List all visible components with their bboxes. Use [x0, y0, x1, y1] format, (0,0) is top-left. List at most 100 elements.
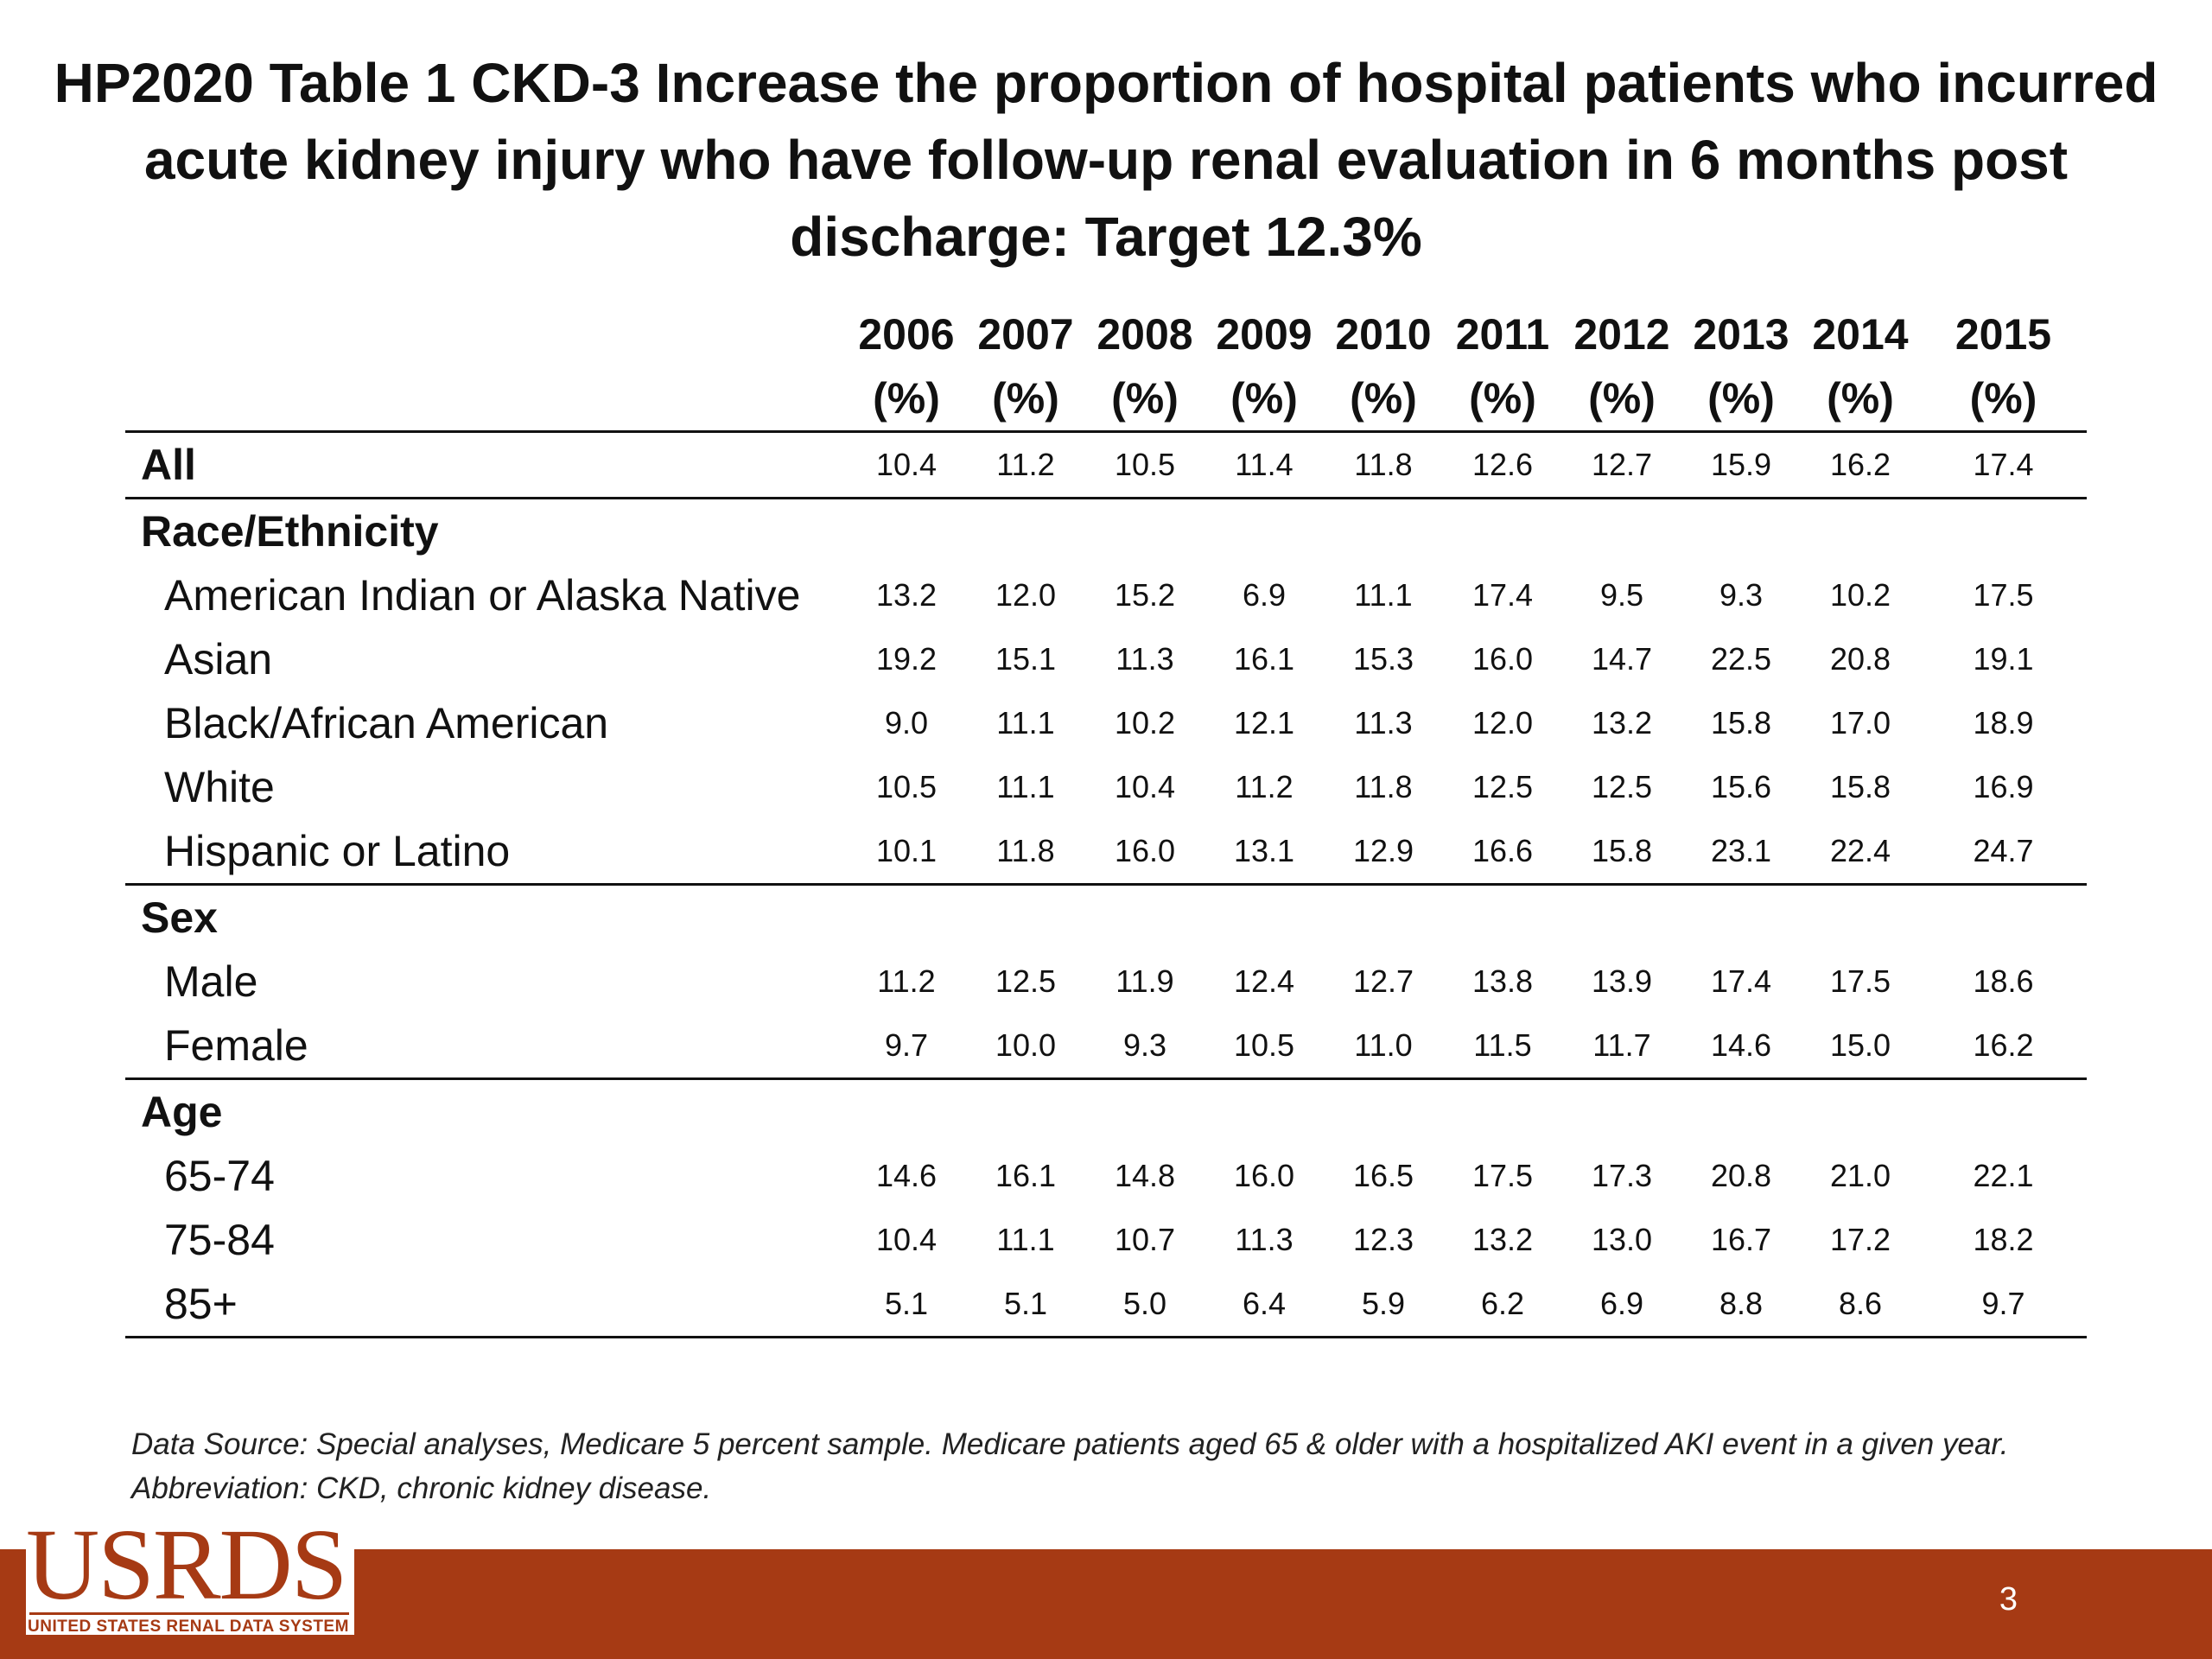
- table-row: Male 11.2 12.5 11.9 12.4 12.7 13.8 13.9 17.4 17.5…: [125, 950, 2087, 1014]
- table-cell: 13.2: [1591, 705, 1653, 741]
- table-cell: 22.5: [1710, 641, 1772, 677]
- table-cell: 12.4: [1233, 963, 1295, 999]
- usrds-logo: USRDS UNITED STATES RENAL DATA SYSTEM: [26, 1514, 354, 1636]
- table-cell: 22.1: [1973, 1158, 2034, 1193]
- row-label: Asian: [164, 635, 273, 683]
- table-cell: 12.1: [1233, 705, 1295, 741]
- empty-cell: [1681, 1079, 1801, 1145]
- year-header: 2008: [1096, 310, 1193, 359]
- unit-header: (%): [1205, 366, 1324, 433]
- data-source-note: Data Source: Special analyses, Medicare …: [131, 1427, 2009, 1505]
- header-blank: [125, 366, 847, 433]
- table-cell: 10.0: [966, 1014, 1085, 1080]
- table-cell: 16.5: [1352, 1158, 1414, 1193]
- slide-title: HP2020 Table 1 CKD-3 Increase the propor…: [54, 52, 2158, 268]
- table-cell: 16.2: [1920, 1014, 2087, 1080]
- table-cell: 15.1: [995, 641, 1057, 677]
- table-row: American Indian or Alaska Native 13.2 12.0…: [125, 563, 2087, 627]
- row-label: American Indian or Alaska Native: [164, 571, 801, 620]
- table-cell: 12.0: [995, 577, 1057, 613]
- table-cell: 17.0: [1829, 705, 1891, 741]
- table-cell: 6.9: [1562, 1272, 1681, 1338]
- unit-header: (%): [1443, 366, 1562, 433]
- table-cell: 23.1: [1681, 819, 1801, 886]
- row-label: Black/African American: [164, 699, 609, 747]
- unit-header: (%): [1681, 366, 1801, 433]
- table-cell: 10.4: [875, 1222, 938, 1257]
- table-cell: 15.3: [1352, 641, 1414, 677]
- table-cell: 8.6: [1801, 1272, 1920, 1338]
- table-row: Female 9.7 10.0 9.3 10.5 11.0 11.5 11.7 14.6 15.0…: [125, 1014, 2087, 1080]
- table-cell: 20.8: [1829, 641, 1891, 677]
- year-header: 2014: [1812, 310, 1909, 359]
- header-row-years: 2006 2007 2008 2009 2010 2011 2012 2013 …: [125, 302, 2087, 366]
- table-cell: 17.4: [1920, 431, 2087, 499]
- empty-cell: [1801, 885, 1920, 950]
- table-row: Hispanic or Latino 10.1 11.8 16.0 13.1 12.9 16…: [125, 819, 2087, 886]
- logo-wordmark: USRDS: [26, 1508, 347, 1621]
- table-row: 65-74 14.6 16.1 14.8 16.0 16.5 17.5 17.3 20.8 21.…: [125, 1144, 2087, 1208]
- table-cell: 11.8: [966, 819, 1085, 886]
- empty-cell: [1562, 885, 1681, 950]
- table-cell: 18.9: [1973, 705, 2034, 741]
- table-cell: 12.7: [1352, 963, 1414, 999]
- table-cell: 11.1: [1354, 577, 1413, 613]
- row-label: Male: [164, 957, 258, 1006]
- table-cell: 11.2: [1235, 769, 1294, 804]
- table-cell: 16.2: [1801, 431, 1920, 499]
- empty-cell: [1205, 499, 1324, 564]
- empty-cell: [1324, 499, 1443, 564]
- table-cell: 11.1: [996, 705, 1055, 741]
- table-cell: 17.2: [1829, 1222, 1891, 1257]
- unit-header: (%): [1801, 366, 1920, 433]
- year-header: 2010: [1335, 310, 1432, 359]
- table-cell: 14.7: [1591, 641, 1653, 677]
- table-cell: 10.1: [847, 819, 966, 886]
- table-row: Black/African American 9.0 11.1 10.2 12.1 11.…: [125, 691, 2087, 755]
- table-cell: 12.6: [1443, 431, 1562, 499]
- header-blank: [125, 302, 847, 366]
- table-cell: 16.0: [1085, 819, 1205, 886]
- table-cell: 15.8: [1829, 769, 1891, 804]
- table-cell: 9.0: [884, 705, 929, 741]
- empty-cell: [966, 1079, 1085, 1145]
- empty-cell: [1324, 885, 1443, 950]
- empty-cell: [966, 885, 1085, 950]
- empty-cell: [1920, 885, 2087, 950]
- table-cell: 10.5: [1085, 431, 1205, 499]
- table-cell: 14.8: [1114, 1158, 1176, 1193]
- table-cell: 17.5: [1829, 963, 1891, 999]
- empty-cell: [1324, 1079, 1443, 1145]
- empty-cell: [1205, 885, 1324, 950]
- table-cell: 12.0: [1471, 705, 1534, 741]
- table-cell: 9.5: [1599, 577, 1644, 613]
- header-row-units: (%) (%) (%) (%) (%) (%) (%) (%) (%) (%): [125, 366, 2087, 433]
- table-cell: 13.2: [875, 577, 938, 613]
- table-cell: 11.1: [996, 769, 1055, 804]
- table-cell: 11.3: [1354, 705, 1413, 741]
- table-cell: 19.1: [1973, 641, 2034, 677]
- table-cell: 22.4: [1801, 819, 1920, 886]
- table-cell: 12.5: [995, 963, 1057, 999]
- empty-cell: [1920, 1079, 2087, 1145]
- group-heading-row-race: Race/Ethnicity: [125, 499, 2087, 564]
- table-cell: 12.3: [1352, 1222, 1414, 1257]
- table-cell: 11.8: [1354, 769, 1413, 804]
- table-cell: 11.3: [1235, 1222, 1294, 1257]
- table-cell: 16.0: [1233, 1158, 1295, 1193]
- row-label: Hispanic or Latino: [125, 819, 847, 886]
- table-cell: 17.5: [1973, 577, 2034, 613]
- unit-header: (%): [847, 366, 966, 433]
- table-cell: 10.5: [1205, 1014, 1324, 1080]
- group-heading-row-age: Age: [125, 1079, 2087, 1145]
- empty-cell: [1801, 1079, 1920, 1145]
- table-cell: 13.1: [1205, 819, 1324, 886]
- table-cell: 15.8: [1710, 705, 1772, 741]
- group-heading: Race/Ethnicity: [141, 507, 439, 556]
- table-cell: 16.0: [1471, 641, 1534, 677]
- table-cell: 12.7: [1562, 431, 1681, 499]
- table-cell: 5.1: [847, 1272, 966, 1338]
- logo-rule: [29, 1612, 349, 1615]
- empty-cell: [1085, 1079, 1205, 1145]
- page-number: 3: [1999, 1581, 2018, 1618]
